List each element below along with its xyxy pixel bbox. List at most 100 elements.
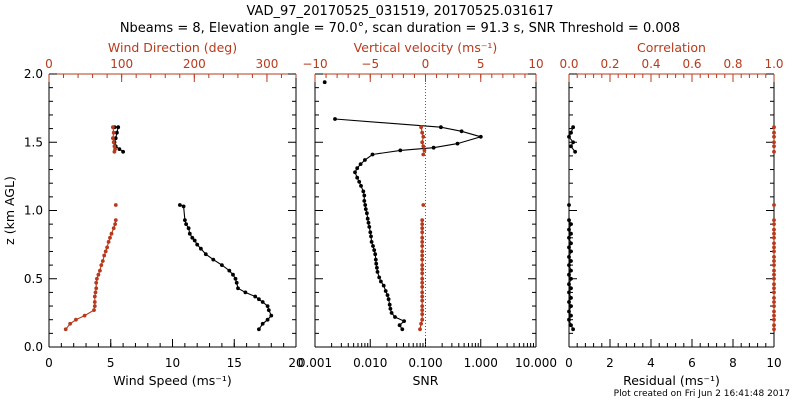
wind-speed-point [253, 294, 258, 299]
correlation-point [772, 313, 776, 318]
bottom-tick-label: 0 [565, 356, 573, 370]
wind-direction-line [65, 220, 117, 330]
snr-point [365, 211, 369, 216]
wind-speed-point [233, 276, 238, 281]
y-tick-label: 0.5 [24, 272, 43, 286]
snr-point [402, 319, 406, 323]
correlation-point [772, 304, 776, 308]
correlation-point [772, 276, 776, 281]
residual-point [567, 218, 571, 223]
wind-direction-point [92, 300, 97, 304]
wind-direction-point [95, 276, 99, 281]
snr-point [379, 279, 383, 284]
snr-point [367, 225, 372, 229]
wind-speed-point [187, 231, 192, 236]
y-tick-label: 2.0 [24, 67, 43, 81]
bottom-tick-label: 10.000 [515, 356, 557, 370]
correlation-point [772, 290, 776, 295]
snr-point [374, 261, 379, 266]
figure-title: VAD_97_20170525_031519, 20170525.031617 [247, 4, 554, 19]
vertical-velocity-point [420, 235, 425, 240]
snr-point [478, 134, 483, 139]
wind-direction-point [68, 321, 72, 326]
vertical-velocity-point [418, 327, 422, 332]
snr-point [375, 270, 380, 274]
vertical-velocity-point [420, 271, 425, 276]
correlation-point [772, 149, 776, 154]
residual-point [567, 263, 571, 267]
snr-point [363, 203, 368, 207]
wind-speed-point [116, 125, 121, 130]
wind-speed-point [211, 257, 216, 262]
wind-direction-point [111, 136, 115, 141]
correlation-point [772, 203, 776, 207]
bottom-tick-label: 10 [165, 356, 180, 370]
vertical-velocity-point [420, 267, 425, 272]
top-axis-label: Vertical velocity (ms⁻¹) [354, 40, 498, 55]
top-tick-label: 1.0 [764, 57, 783, 71]
residual-point [569, 304, 573, 308]
top-axis-label: Wind Direction (deg) [108, 40, 237, 55]
vertical-velocity-point [420, 130, 425, 135]
top-tick-label: 0.0 [559, 57, 578, 71]
wind-direction-point [74, 317, 78, 322]
residual-point [567, 290, 571, 295]
snr-point [359, 184, 363, 188]
snr-point [431, 145, 436, 150]
vertical-velocity-point [420, 312, 425, 317]
wind-direction-point [105, 245, 109, 250]
correlation-point [772, 263, 776, 267]
residual-point [569, 259, 573, 263]
wind-direction-point [92, 308, 96, 312]
wind-direction-point [113, 218, 118, 223]
plot-created-footer: Plot created on Fri Jun 2 16:41:48 2017 [614, 389, 790, 399]
snr-point [375, 265, 379, 270]
wind-direction-point [94, 280, 99, 285]
vertical-velocity-point [420, 285, 425, 289]
bottom-tick-label: 0 [45, 356, 53, 370]
wind-speed-point [227, 268, 232, 273]
residual-point [569, 249, 573, 254]
wind-speed-point [199, 246, 203, 251]
snr-point [363, 158, 367, 162]
bottom-axis-label: Wind Speed (ms⁻¹) [113, 373, 232, 388]
correlation-point [772, 144, 776, 149]
snr-point [333, 117, 337, 121]
figure-subtitle: Nbeams = 8, Elevation angle = 70.0°, sca… [120, 21, 680, 36]
snr-point [397, 323, 402, 328]
snr-point [398, 148, 403, 153]
correlation-point [772, 255, 776, 259]
bottom-tick-label: 1.000 [464, 356, 498, 370]
wind-direction-point [100, 259, 105, 263]
top-tick-label: 10 [528, 57, 543, 71]
wind-direction-point [63, 327, 68, 332]
vertical-velocity-point [422, 148, 427, 153]
wind-direction-series [63, 125, 118, 332]
snr-point [371, 244, 375, 248]
correlation-point [772, 286, 776, 291]
residual-point [567, 272, 571, 277]
wind-direction-point [93, 290, 98, 295]
correlation-point [772, 227, 776, 232]
snr-point [361, 189, 366, 194]
snr-point [365, 216, 370, 221]
snr-line [334, 118, 483, 330]
wind-direction-point [92, 294, 97, 299]
snr-point [357, 179, 362, 184]
correlation-point [772, 327, 776, 332]
correlation-point [772, 268, 776, 273]
bottom-tick-label: 10 [766, 356, 781, 370]
wind-speed-point [257, 297, 261, 302]
wind-speed-point [260, 321, 265, 326]
snr-series [322, 80, 483, 332]
bottom-tick-label: 0.001 [298, 356, 332, 370]
residual-point [567, 300, 571, 304]
snr-point [322, 80, 327, 85]
vertical-velocity-point [420, 308, 425, 312]
snr-point [389, 311, 394, 315]
wind-speed-point [269, 313, 274, 318]
wind-speed-point [178, 203, 182, 207]
top-tick-label: −5 [361, 57, 379, 71]
residual-point [567, 317, 571, 322]
wind-speed-point [265, 304, 270, 308]
